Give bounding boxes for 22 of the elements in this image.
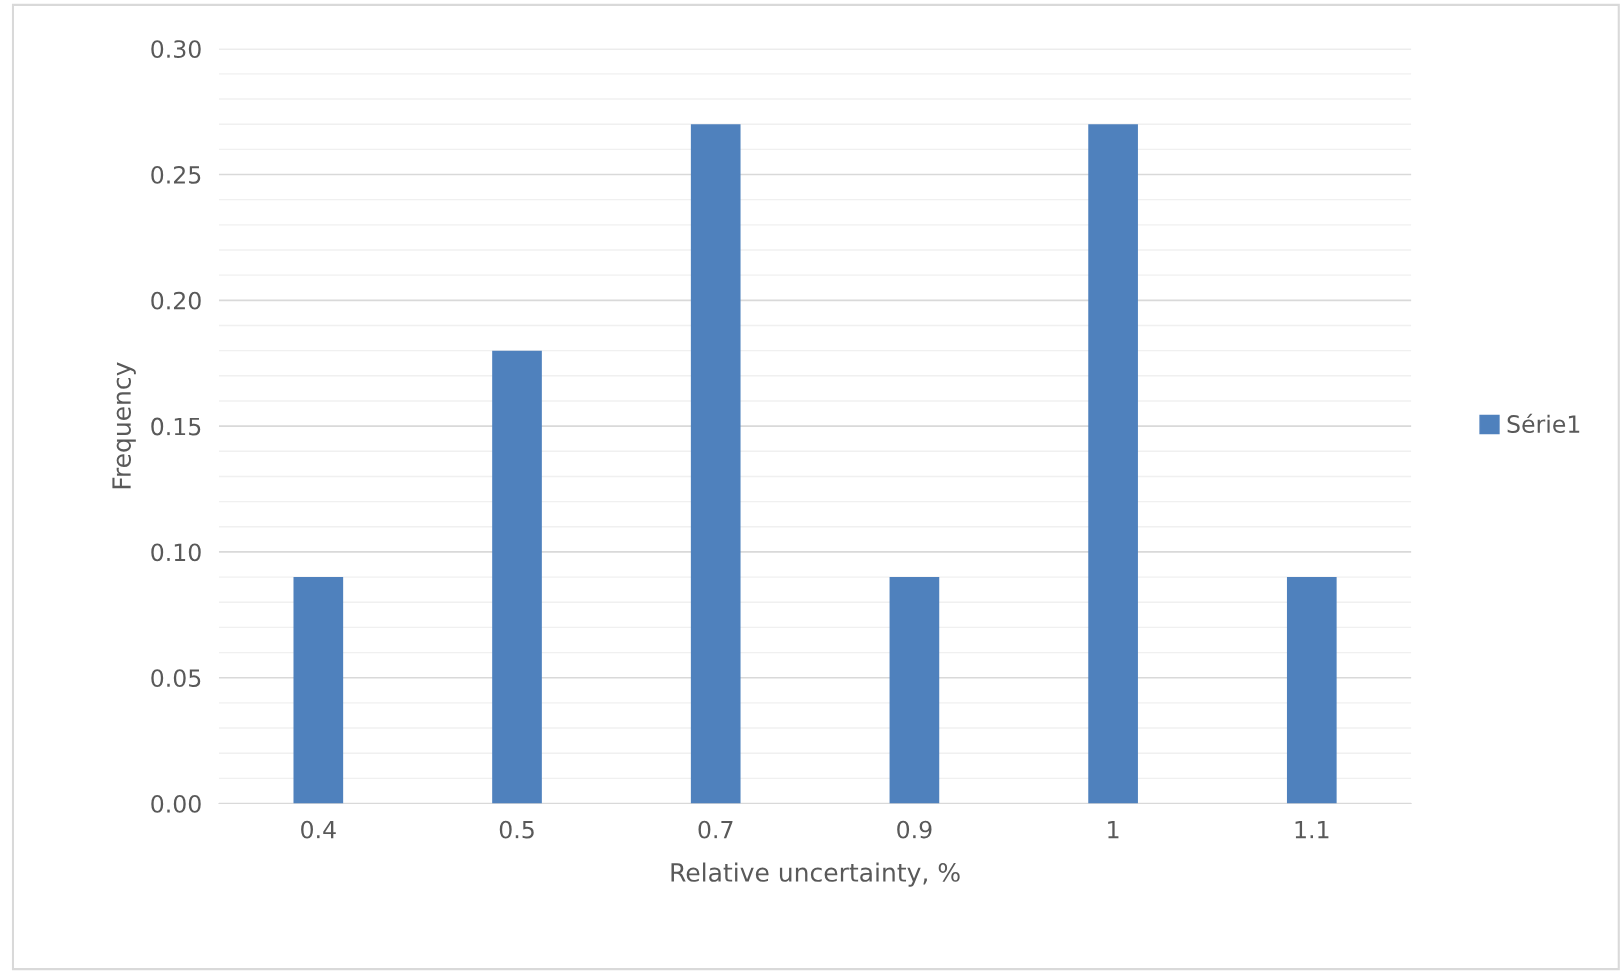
x-tick-label: 0.5 xyxy=(499,820,534,839)
x-tick-label: 0.9 xyxy=(897,820,932,839)
y-tick-label: 0.10 xyxy=(151,543,201,562)
x-tick-label: 0.7 xyxy=(698,820,733,839)
x-tick-label: 1 xyxy=(1108,820,1119,839)
y-tick-label: 0.20 xyxy=(151,291,201,310)
x-axis-title: Relative uncertainty, % xyxy=(671,862,960,887)
bar xyxy=(1088,124,1138,804)
x-tick-label: 0.4 xyxy=(301,820,336,839)
y-tick-label: 0.25 xyxy=(151,165,201,184)
bar xyxy=(889,577,940,804)
y-tick-label: 0.15 xyxy=(151,417,201,436)
bar xyxy=(492,350,542,804)
y-tick-label: 0.05 xyxy=(151,669,201,688)
text: 0.00 xyxy=(151,795,201,813)
bar xyxy=(690,124,741,804)
bar xyxy=(293,577,344,804)
bar xyxy=(1286,577,1337,804)
legend-label: Série1 xyxy=(1507,413,1580,433)
x-tick-label: 1.1 xyxy=(1295,820,1329,839)
y-tick-label: 0.30 xyxy=(151,40,201,59)
y-axis-title: Frequency xyxy=(112,362,136,489)
